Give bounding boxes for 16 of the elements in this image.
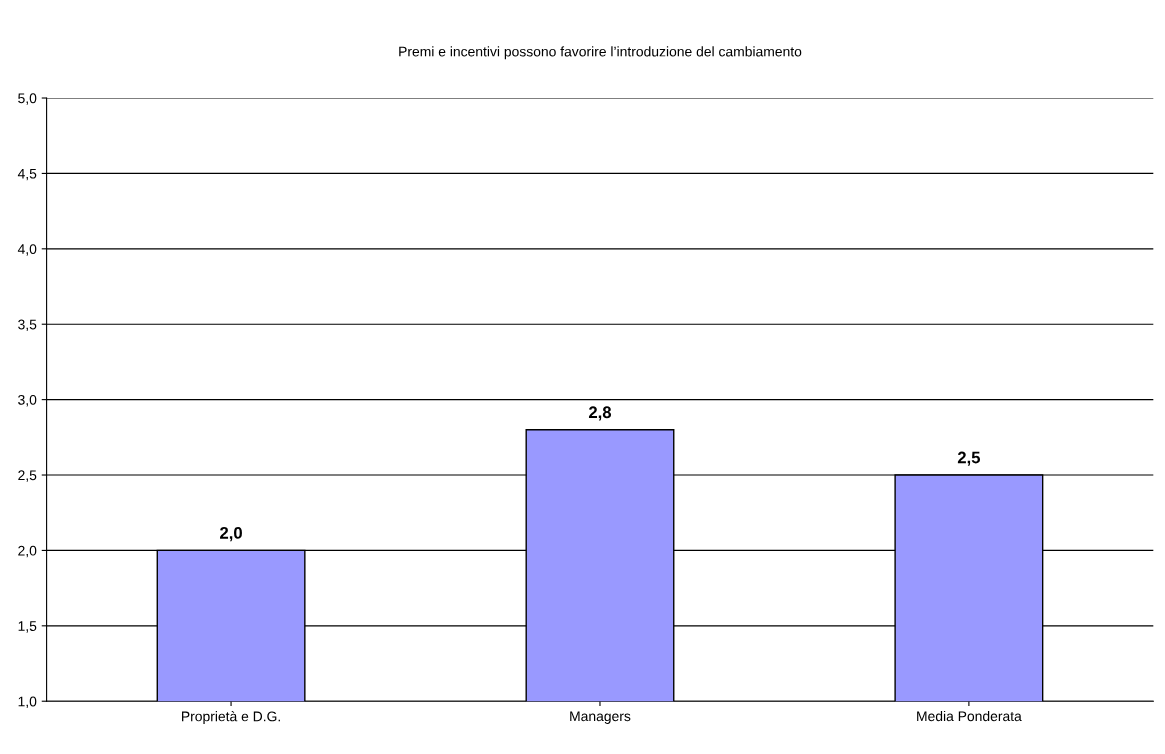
y-tick-label: 2,5 <box>18 470 37 482</box>
y-tick-label: 4,0 <box>17 244 37 256</box>
y-tick-label: 5,0 <box>18 93 37 105</box>
y-tick-label: 1,0 <box>18 696 37 709</box>
y-tick-label: 2,0 <box>18 545 37 558</box>
x-tick-label: Media Ponderata <box>917 710 1022 722</box>
y-tick-label: 3,0 <box>18 394 37 407</box>
chart-title: Premi e incentivi possono favorire l’introduzione del cambiamento <box>399 46 802 60</box>
x-tick-label: Managers <box>570 711 631 724</box>
data-label: 2,8 <box>588 406 612 421</box>
y-tick-label: 3,5 <box>18 319 37 332</box>
data-label: 2,5 <box>957 451 981 466</box>
y-tick-label: 4,5 <box>17 168 37 181</box>
x-tick-label: Proprietà e D.G. <box>182 710 280 725</box>
y-tick-label: 1,5 <box>18 621 37 633</box>
data-label: 2,0 <box>220 526 242 542</box>
